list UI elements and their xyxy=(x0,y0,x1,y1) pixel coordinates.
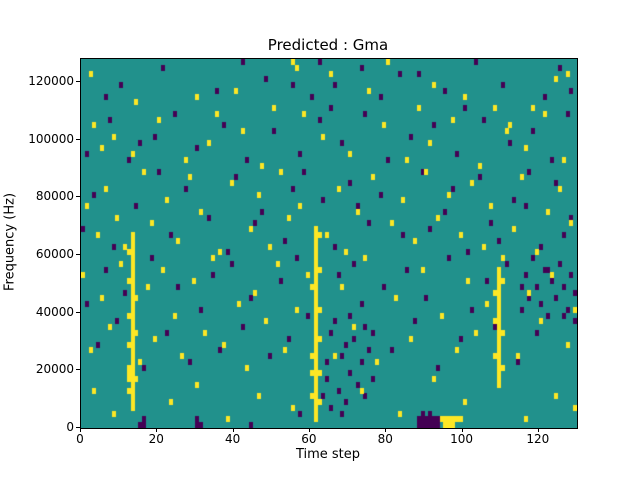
x-tick-label: 120 xyxy=(526,432,550,446)
y-tick-label: 20000 xyxy=(35,362,74,377)
y-tick-label: 100000 xyxy=(28,131,74,146)
y-tick-mark xyxy=(76,254,80,256)
y-tick-label: 120000 xyxy=(28,74,74,89)
x-tick-label: 0 xyxy=(76,432,84,446)
y-tick-label: 0 xyxy=(66,420,74,434)
x-tick-label: 40 xyxy=(224,432,241,446)
chart-title: Predicted : Gma xyxy=(267,36,389,54)
x-tick-label: 100 xyxy=(450,432,473,446)
y-tick-label: 60000 xyxy=(35,247,74,262)
y-tick-mark xyxy=(76,427,80,428)
x-tick-mark xyxy=(461,428,463,432)
x-tick-label: 60 xyxy=(301,432,317,446)
y-tick-mark xyxy=(76,369,80,371)
y-tick-mark xyxy=(76,138,80,140)
x-tick-mark xyxy=(308,428,310,432)
y-tick-label: 40000 xyxy=(35,304,74,319)
x-tick-mark xyxy=(385,428,387,432)
y-axis-label: Frequency (Hz) xyxy=(2,192,18,292)
heatmap-canvas xyxy=(81,59,577,428)
x-tick-label: 20 xyxy=(148,432,164,446)
x-tick-mark xyxy=(537,428,539,432)
x-tick-mark xyxy=(156,428,158,432)
y-tick-mark xyxy=(76,196,80,198)
x-tick-label: 80 xyxy=(377,432,393,446)
plot-area xyxy=(80,58,578,429)
x-tick-mark xyxy=(80,428,81,432)
y-tick-mark xyxy=(76,81,80,83)
y-tick-mark xyxy=(76,311,80,313)
x-tick-mark xyxy=(232,428,234,432)
x-axis-label: Time step xyxy=(295,447,361,462)
y-tick-label: 80000 xyxy=(35,189,74,204)
